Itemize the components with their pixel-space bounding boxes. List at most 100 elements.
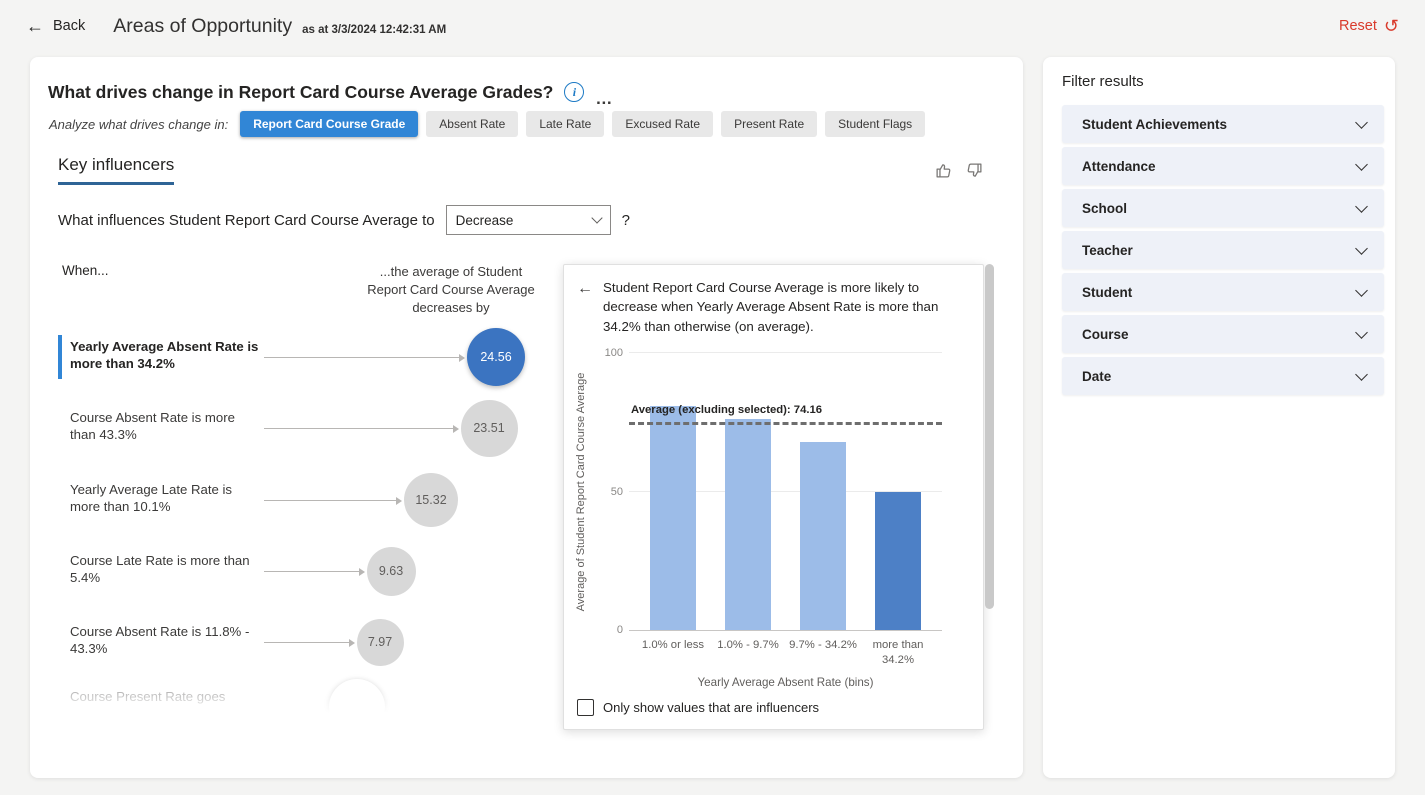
tab-key-influencers[interactable]: Key influencers	[58, 155, 175, 185]
metric-tab-report-card-course-grade[interactable]: Report Card Course Grade	[240, 111, 419, 137]
metric-tabs: Report Card Course Grade Absent Rate Late …	[240, 111, 926, 137]
filter-item-label: Course	[1082, 326, 1129, 342]
metric-tab-late-rate[interactable]: Late Rate	[526, 111, 605, 137]
analyze-label: Analyze what drives change in:	[49, 116, 229, 132]
chevron-down-icon	[590, 212, 603, 224]
filter-panel-title: Filter results	[1062, 73, 1144, 90]
chevron-down-icon	[1355, 283, 1368, 297]
influencer-list: Course Present Rate goesCourse Absent Ra…	[30, 295, 575, 713]
arrow-icon	[264, 567, 364, 576]
filter-item-attendance[interactable]: Attendance	[1062, 147, 1384, 185]
influencer-value-bubble[interactable]: 23.51	[460, 399, 518, 457]
influence-question-suffix: ?	[621, 211, 630, 229]
filter-item-course[interactable]: Course	[1062, 315, 1384, 353]
y-tick-label: 100	[604, 347, 623, 359]
filter-item-label: Student Achievements	[1082, 116, 1228, 132]
influence-question-prefix: What influences Student Report Card Cour…	[58, 211, 435, 229]
chart-bar[interactable]	[800, 441, 846, 630]
selected-indicator-bar	[58, 335, 62, 379]
influencer-text: Course Absent Rate is 11.8% - 43.3%	[70, 624, 250, 657]
chart-plot: Average (excluding selected): 74.16 0 50 1…	[605, 347, 942, 636]
arrow-icon	[264, 353, 465, 362]
bar-slot	[713, 419, 783, 630]
thumbs-down-icon[interactable]	[966, 162, 983, 184]
influencer-text: Course Absent Rate is more than 43.3%	[70, 410, 235, 443]
bar-slot	[863, 491, 933, 630]
influencer-text: Yearly Average Absent Rate is more than …	[70, 339, 259, 372]
thumbs-up-icon[interactable]	[935, 162, 952, 184]
x-tick-label: 1.0% - 9.7%	[717, 639, 779, 651]
dropdown-value: Decrease	[455, 212, 514, 228]
influencer-text: Yearly Average Late Rate is more than 10…	[70, 482, 233, 515]
metric-tab-excused-rate[interactable]: Excused Rate	[612, 111, 714, 137]
influence-direction-dropdown[interactable]: Decrease	[445, 205, 611, 235]
page-title: Areas of Opportunity	[113, 14, 293, 37]
filter-item-teacher[interactable]: Teacher	[1062, 231, 1384, 269]
reset-label: Reset	[1339, 18, 1377, 34]
visual-question-title: What drives change in Report Card Course…	[48, 81, 554, 102]
influencer-detail-card: ← Student Report Card Course Average is …	[563, 264, 984, 730]
detail-back-arrow-icon[interactable]: ←	[577, 280, 593, 297]
filter-item-label: School	[1082, 200, 1128, 216]
influencer-value-bubble[interactable]: 9.63	[366, 546, 416, 596]
influencer-value-bubble[interactable]: 7.97	[356, 618, 404, 666]
filter-item-school[interactable]: School	[1062, 189, 1384, 227]
filter-panel: Filter results Student Achievements Atten…	[1043, 57, 1395, 778]
y-axis-title: Average of Student Report Card Course Av…	[575, 372, 587, 612]
chevron-down-icon	[1355, 157, 1368, 171]
only-influencers-checkbox[interactable]	[577, 699, 594, 716]
key-influencers-visual: What drives change in Report Card Course…	[30, 57, 1023, 778]
bar-slot	[638, 405, 708, 630]
arrow-icon	[264, 496, 402, 505]
chevron-down-icon	[1355, 115, 1368, 129]
gridline	[629, 490, 942, 492]
gridline	[629, 352, 942, 353]
influencer-value-bubble[interactable]: 24.56	[467, 328, 525, 386]
x-tick-label: 1.0% or less	[641, 639, 705, 651]
x-tick-labels: 1.0% or less 1.0% - 9.7% 9.7% - 34.2% more …	[629, 638, 942, 669]
bar-slot	[788, 441, 858, 630]
chart-bar[interactable]	[875, 491, 921, 630]
chart-bar[interactable]	[725, 419, 771, 630]
x-axis-title: Yearly Average Absent Rate (bins)	[697, 676, 874, 689]
info-icon[interactable]: i	[564, 82, 585, 102]
influencer-description: Student Report Card Course Average is mo…	[603, 280, 939, 334]
report-timestamp: as at 3/3/2024 12:42:31 AM	[302, 23, 447, 36]
x-tick-label: more than 34.2%	[872, 639, 924, 667]
back-arrow-icon: ←	[26, 16, 44, 36]
metric-tab-absent-rate[interactable]: Absent Rate	[426, 111, 519, 137]
when-label: When...	[62, 263, 109, 278]
metric-tab-present-rate[interactable]: Present Rate	[721, 111, 818, 137]
filter-item-label: Teacher	[1082, 242, 1133, 258]
only-influencers-label: Only show values that are influencers	[603, 700, 820, 715]
metric-tab-student-flags[interactable]: Student Flags	[825, 111, 926, 137]
filter-item-label: Attendance	[1082, 158, 1156, 174]
effect-header: ...the average of Student Report Card Co…	[367, 264, 535, 316]
y-tick-label: 0	[616, 624, 623, 636]
chevron-down-icon	[1355, 199, 1368, 213]
influencer-text: Course Late Rate is more than 5.4%	[70, 553, 250, 586]
chart-bar[interactable]	[650, 405, 696, 630]
x-tick-label: 9.7% - 34.2%	[789, 639, 857, 651]
arrow-icon	[264, 424, 458, 433]
back-button[interactable]: ← Back	[26, 17, 85, 35]
chevron-down-icon	[1355, 241, 1368, 255]
list-fade	[30, 689, 575, 713]
filter-item-student-achievements[interactable]: Student Achievements	[1062, 105, 1384, 143]
reset-button[interactable]: Reset ↺	[1339, 17, 1399, 35]
undo-icon: ↺	[1383, 16, 1399, 36]
y-tick-label: 50	[610, 485, 623, 498]
filter-item-student[interactable]: Student	[1062, 273, 1384, 311]
vertical-scrollbar[interactable]	[985, 264, 994, 609]
filter-item-label: Date	[1082, 368, 1112, 384]
back-label: Back	[53, 18, 86, 34]
filter-item-date[interactable]: Date	[1062, 357, 1384, 395]
chart-bars	[629, 354, 942, 630]
chevron-down-icon	[1355, 367, 1368, 381]
filter-item-label: Student	[1082, 284, 1133, 300]
influencer-value-bubble[interactable]: 15.32	[404, 473, 458, 527]
average-reference-label: Average (excluding selected): 74.16	[631, 403, 823, 416]
chevron-down-icon	[1355, 325, 1368, 339]
more-options-icon[interactable]: …	[595, 89, 615, 108]
top-bar: ← Back Areas of Opportunity as at 3/3/20…	[0, 0, 1425, 52]
